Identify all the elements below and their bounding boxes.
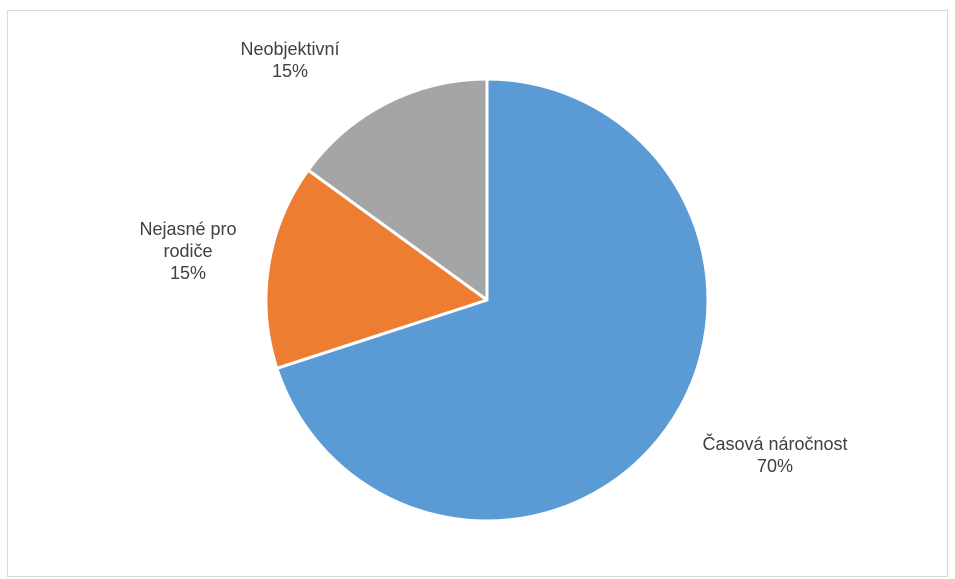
data-label-casova-narocnost: Časová náročnost 70% xyxy=(665,433,885,477)
data-label-value: 70% xyxy=(756,456,794,476)
data-label-category: Neobjektivní xyxy=(240,39,340,59)
data-label-nejasne-pro-rodice: Nejasné pro rodiče 15% xyxy=(108,218,268,284)
pie-slices xyxy=(264,77,710,523)
data-label-category: Nejasné pro rodiče xyxy=(139,219,237,261)
pie-slice-0 xyxy=(275,77,710,523)
data-label-value: 15% xyxy=(271,61,309,81)
pie-slice-2 xyxy=(306,77,489,302)
data-label-value: 15% xyxy=(169,263,207,283)
pie-slice-1 xyxy=(264,168,489,370)
data-label-neobjektivni: Neobjektivní 15% xyxy=(200,38,380,82)
data-label-category: Časová náročnost xyxy=(702,434,848,454)
